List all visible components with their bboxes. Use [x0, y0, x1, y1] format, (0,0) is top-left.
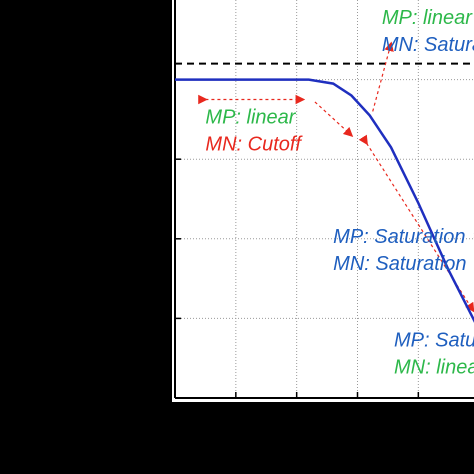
annotation-labels: MP: linear MN: Saturation MP: linear MN: Cu… — [205, 7, 474, 378]
annotation-label: MP: Saturation — [333, 226, 465, 248]
series-line — [175, 78, 474, 323]
annotation-label: MN: linear — [394, 356, 474, 378]
annotation-arrow — [314, 101, 354, 137]
annotation-label: MN: Saturation — [333, 253, 466, 275]
annotation-label: MP: linear — [382, 7, 473, 29]
annotation-label: MN: Saturation — [382, 34, 474, 56]
annotation-label: MP: linear — [205, 106, 296, 128]
annotation-label: MP: Saturation — [394, 329, 474, 351]
annotation-label: MN: Cutoff — [205, 133, 303, 155]
annotation-arrows — [198, 41, 474, 313]
